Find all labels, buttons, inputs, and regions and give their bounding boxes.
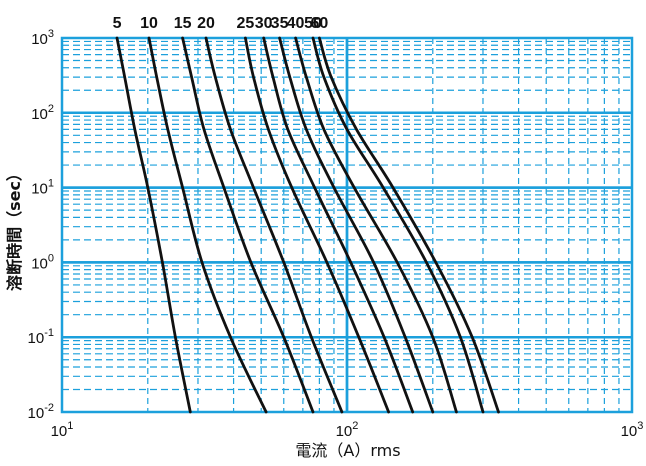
- curve-10A: [147, 36, 268, 414]
- x-tick-label: 102: [336, 420, 359, 440]
- y-tick-label: 100: [31, 252, 54, 272]
- curve-label-25A: 25: [236, 15, 254, 32]
- curve-label-50A: 50: [304, 15, 322, 32]
- curve-label-5A: 5: [113, 15, 122, 32]
- y-tick-label: 10-2: [28, 402, 54, 422]
- x-tick-label: 103: [621, 420, 644, 440]
- curve-15A: [181, 36, 315, 414]
- curve-35A: [278, 36, 435, 414]
- curve-20A: [204, 36, 344, 414]
- curve-40A: [294, 36, 458, 414]
- x-axis-label: 電流（A）rms: [295, 441, 400, 460]
- curve-5A: [115, 36, 192, 414]
- curve-30A: [262, 36, 415, 414]
- curve-label-40A: 40: [287, 15, 305, 32]
- curve-label-35A: 35: [271, 15, 289, 32]
- curve-50A: [311, 36, 485, 414]
- curve-label-20A: 20: [197, 15, 215, 32]
- curve-label-30A: 30: [255, 15, 273, 32]
- curve-label-15A: 15: [174, 15, 192, 32]
- curve-60A: [318, 36, 500, 414]
- curve-25A: [244, 36, 390, 414]
- curve-label-60A: 60: [310, 15, 328, 32]
- grid: [60, 36, 634, 414]
- y-tick-label: 103: [31, 28, 54, 48]
- y-tick-label: 102: [31, 103, 54, 123]
- x-tick-label: 101: [51, 420, 74, 440]
- y-axis-label: 溶断時間（sec）: [5, 165, 24, 291]
- curves: [115, 36, 500, 414]
- curve-label-10A: 10: [140, 15, 158, 32]
- y-tick-label: 10-1: [28, 327, 54, 347]
- y-tick-label: 101: [31, 178, 54, 198]
